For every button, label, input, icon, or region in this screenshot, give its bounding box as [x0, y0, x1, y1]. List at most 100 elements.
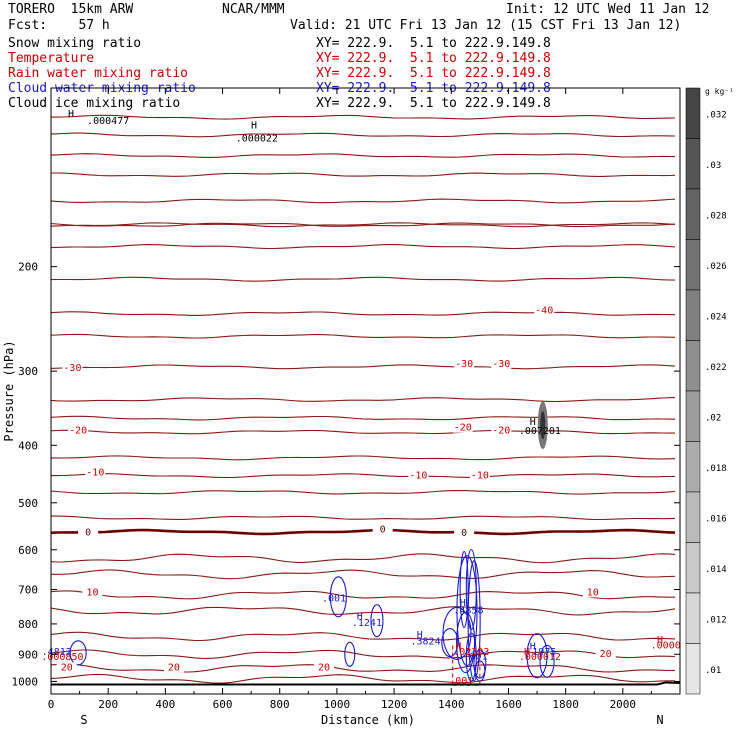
temperature-contour-line: [50, 222, 676, 228]
maximum-label: H: [357, 611, 363, 622]
maximum-label: H: [460, 598, 466, 609]
colorbar-swatch: [685, 643, 701, 695]
colorbar-label: .014: [705, 565, 727, 575]
colorbar-swatch: [685, 239, 701, 291]
x-tick-label: 1400: [438, 698, 465, 711]
maximum-label: .4858: [453, 605, 483, 616]
contour-label: -30: [63, 363, 81, 374]
temperature-contour-line: [50, 606, 676, 616]
north-label: N: [656, 713, 663, 727]
temperature-contour-line: [51, 515, 676, 521]
temperature-contour-line: [50, 276, 676, 282]
colorbar-swatch: [685, 188, 701, 240]
contour-label-bg: [408, 470, 429, 481]
contour-label-bg: [372, 524, 393, 535]
cloud-water-contour: [329, 576, 347, 618]
cloud-water-contour: [441, 628, 459, 658]
maximum-label: H: [455, 641, 461, 652]
x-tick-label: 1800: [552, 698, 579, 711]
maximum-label: .000022: [236, 133, 278, 144]
temperature-contour-line: [51, 455, 676, 461]
temperature-contour-line: [50, 333, 676, 339]
y-tick-label: 700: [18, 584, 38, 597]
contour-label-bg: [595, 649, 616, 660]
model-title: TORERO 15km ARW: [8, 2, 134, 17]
contour-label-bg: [68, 425, 89, 436]
y-tick-label: 800: [18, 618, 38, 631]
colorbar-label: .022: [705, 363, 727, 373]
cloud-water-contour: [465, 632, 477, 682]
contour-label: -10: [471, 470, 489, 481]
contour-label-bg: [454, 528, 475, 539]
x-tick-label: 1600: [495, 698, 522, 711]
colorbar-label: .012: [705, 615, 727, 625]
contour-label-bg: [85, 467, 106, 478]
colorbar-label: .018: [705, 464, 727, 474]
contour-label: 0: [85, 528, 91, 539]
contour-label: 20: [600, 649, 612, 660]
contour-label: 0: [380, 524, 386, 535]
colorbar-label: .01: [705, 666, 721, 676]
cloud-water-contour: [467, 560, 481, 682]
temperature-contour-line: [50, 415, 676, 421]
colorbar-label: .016: [705, 514, 727, 524]
contour-label: 20: [61, 662, 73, 673]
contour-label: -30: [455, 359, 473, 370]
contour-label-bg: [582, 587, 603, 598]
colorbar-label: .026: [705, 262, 727, 272]
maximum-label: .007201: [519, 426, 561, 437]
temperature-contour-line: [50, 244, 676, 250]
field-xy-snow: XY= 222.9. 5.1 to 222.9.149.8: [316, 36, 551, 51]
cloud-ice-shading: [537, 401, 548, 450]
contour-label-bg: [469, 470, 490, 481]
temperature-contour-line: [50, 222, 676, 228]
y-tick-label: 900: [18, 648, 38, 661]
temperature-contour-line: [50, 631, 676, 642]
field-xy-temperature: XY= 222.9. 5.1 to 222.9.149.8: [316, 51, 551, 66]
cloud-water-contour: [370, 604, 384, 638]
y-axis-title: Pressure (hPa): [2, 340, 16, 441]
contour-label-bg: [491, 358, 512, 369]
maximum-label: H: [524, 647, 530, 658]
contour-label-bg: [82, 587, 103, 598]
temperature-contour-line: [50, 132, 676, 138]
field-name-cloud-ice: Cloud ice mixing ratio: [8, 96, 181, 111]
maximum-label: .000012: [519, 652, 561, 663]
colorbar-swatch: [685, 340, 701, 392]
temperature-contour-line: [50, 673, 675, 684]
y-tick-label: 600: [18, 544, 38, 557]
temperature-contour-line: [50, 649, 676, 659]
init-time: Init: 12 UTC Wed 11 Jan 12: [506, 2, 710, 17]
maximum-label: .001: [449, 676, 473, 687]
maximum-label: .1975: [526, 647, 556, 658]
colorbar-swatch: [685, 138, 701, 190]
field-name-temperature: Temperature: [8, 51, 95, 66]
contour-label-bg: [163, 662, 184, 673]
temperature-contour-line: [50, 397, 676, 403]
contour-labels: -40 -30 -30 -30 -20 -20 -20 -10 -10 -10 0 0 0 10 10 20 2…: [41, 109, 680, 687]
temperature-contour-line: [50, 198, 676, 204]
contour-label: -20: [454, 423, 472, 434]
cloud-water-contours: [69, 548, 555, 682]
x-axis-title: Distance (km): [321, 713, 415, 727]
colorbar-swatch: [685, 441, 701, 493]
contour-label-bg: [62, 363, 83, 374]
temperature-contour-line: [50, 663, 676, 673]
contour-label: -30: [492, 359, 510, 370]
x-tick-label: 1000: [324, 698, 351, 711]
colorbar-swatch: [685, 390, 701, 442]
maximum-label: .0000: [651, 640, 681, 651]
temperature-contour-line: [50, 590, 675, 600]
contour-label: -20: [69, 425, 87, 436]
contour-label: -40: [535, 306, 553, 317]
temperature-contour-line: [50, 489, 676, 495]
contour-label: 10: [587, 587, 599, 598]
maximum-label: H: [417, 630, 423, 641]
plot-border: [50, 87, 681, 695]
contour-label-bg: [491, 425, 512, 436]
colorbar: .032 .03 .028 .026 .024 .022 .02 .018 .016 .014 .0…: [685, 87, 734, 695]
cloud-water-contour: [69, 640, 87, 666]
cloud-water-contour: [344, 641, 356, 667]
x-tick-label: 1200: [381, 698, 408, 711]
